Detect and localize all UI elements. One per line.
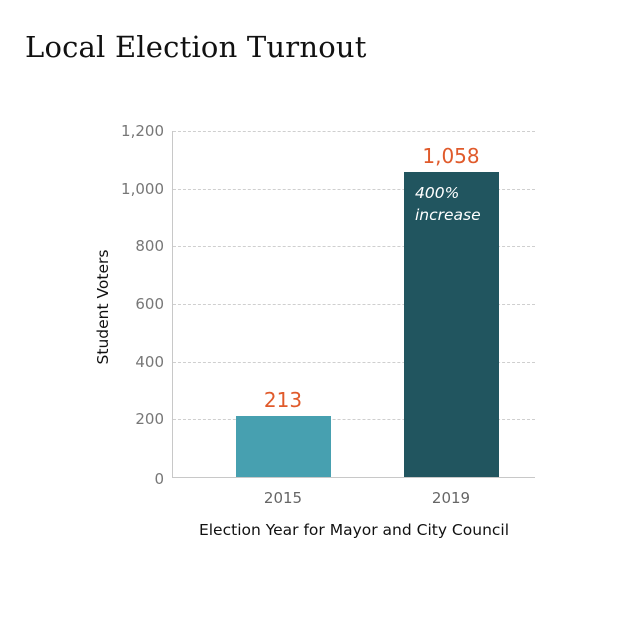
y-tick-label: 1,000 [121, 180, 164, 198]
y-tick-label: 800 [135, 237, 164, 255]
gridline [173, 246, 535, 247]
y-tick-label: 1,200 [121, 122, 164, 140]
x-axis-line [172, 477, 535, 478]
x-axis-title: Election Year for Mayor and City Council [198, 521, 510, 539]
gridline [173, 189, 535, 190]
bar-value-label-2015: 213 [263, 388, 303, 412]
annotation-line-1: 400% [415, 184, 460, 202]
bar-2015 [236, 416, 331, 477]
y-tick-label: 400 [135, 353, 164, 371]
y-axis-line [172, 131, 173, 477]
gridline [173, 362, 535, 363]
y-axis-title: Student Voters [94, 249, 112, 365]
y-tick-label: 0 [154, 470, 164, 488]
bar-value-label-2019: 1,058 [422, 144, 480, 168]
annotation-line-2: increase [415, 206, 481, 224]
x-tick-label-2015: 2015 [263, 489, 303, 507]
bar-2019 [404, 172, 499, 477]
increase-annotation: 400% increase [415, 182, 481, 226]
gridline [173, 419, 535, 420]
y-tick-label: 600 [135, 295, 164, 313]
chart-title: Local Election Turnout [25, 30, 367, 64]
x-tick-label-2019: 2019 [431, 489, 471, 507]
gridline [173, 131, 535, 132]
y-tick-label: 200 [135, 410, 164, 428]
gridline [173, 304, 535, 305]
